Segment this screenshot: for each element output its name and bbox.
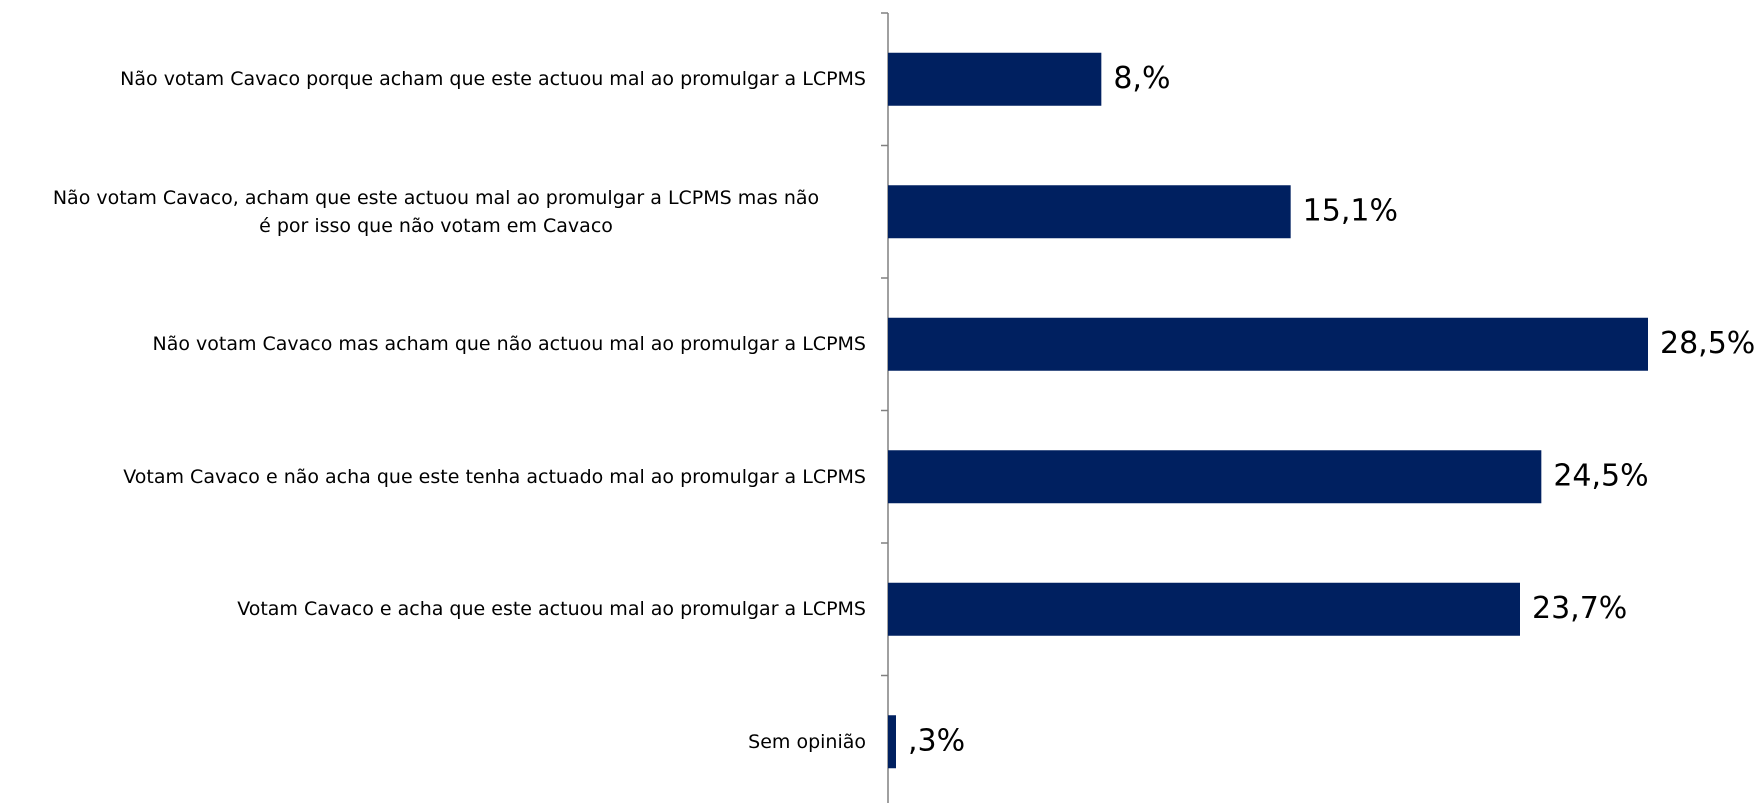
bar: [888, 582, 1520, 636]
bar: [888, 450, 1542, 504]
value-label: 23,7%: [1532, 591, 1627, 626]
bar: [888, 715, 896, 769]
value-label: ,3%: [908, 723, 965, 758]
category-label: Não votam Cavaco, acham que este actuou …: [52, 186, 820, 237]
category-label: Não votam Cavaco porque acham que este a…: [120, 68, 866, 91]
value-label: 8,%: [1113, 61, 1170, 96]
category-label: Sem opinião: [748, 730, 866, 753]
bar: [888, 185, 1291, 239]
value-label: 15,1%: [1303, 193, 1398, 228]
category-label: Votam Cavaco e não acha que este tenha a…: [123, 465, 866, 488]
bar: [888, 52, 1102, 106]
category-label: Votam Cavaco e acha que este actuou mal …: [237, 598, 866, 621]
category-label: Não votam Cavaco mas acham que não actuo…: [152, 333, 866, 356]
value-label: 28,5%: [1660, 326, 1755, 361]
bar: [888, 317, 1648, 371]
value-label: 24,5%: [1553, 458, 1648, 493]
